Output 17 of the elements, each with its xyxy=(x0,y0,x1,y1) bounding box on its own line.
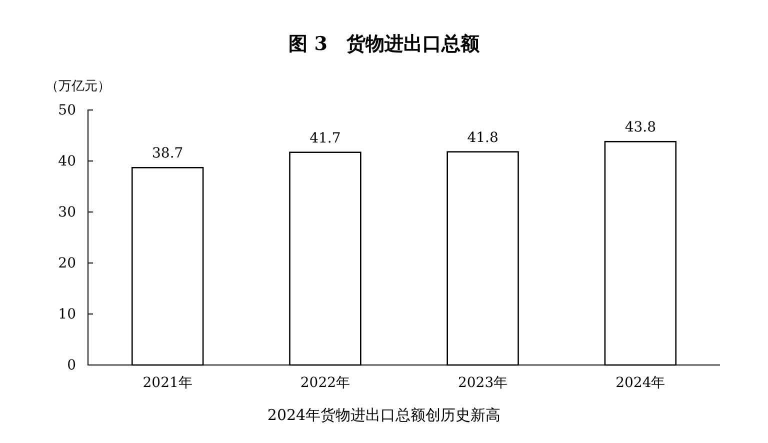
data-label: 41.8 xyxy=(467,130,498,146)
chart-title: 图 3 货物进出口总额 xyxy=(288,33,480,55)
data-label: 43.8 xyxy=(624,120,656,136)
data-label: 41.7 xyxy=(310,130,341,146)
x-tick-label: 2021年 xyxy=(142,374,192,391)
y-tick-label: 30 xyxy=(58,204,76,220)
text: 2024年货物进出口总额创历史新高 xyxy=(267,406,501,424)
y-axis-title: （万亿元） xyxy=(46,79,110,94)
x-tick-label: 2023年 xyxy=(458,374,508,391)
y-tick-label: 20 xyxy=(58,255,76,272)
data-label: 38.7 xyxy=(152,146,184,162)
x-tick-label: 2022年 xyxy=(300,374,350,391)
y-tick-label: 0 xyxy=(67,357,76,374)
x-tick-label: 2024年 xyxy=(616,374,666,391)
y-tick-label: 40 xyxy=(58,153,76,170)
y-tick-label: 10 xyxy=(58,306,76,322)
y-tick-label: 50 xyxy=(58,102,76,118)
